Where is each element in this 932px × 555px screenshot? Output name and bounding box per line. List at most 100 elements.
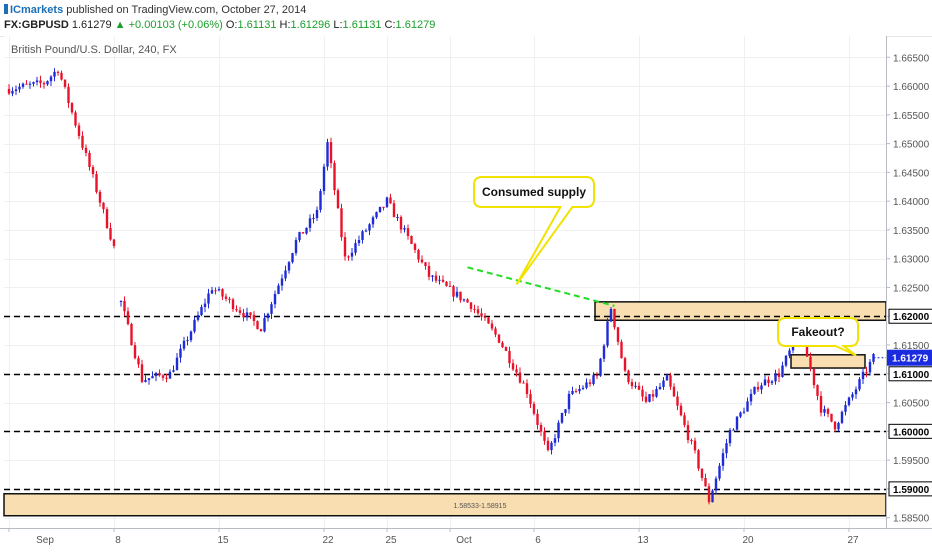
candle-body [476, 309, 480, 314]
candle-body [298, 232, 301, 241]
candle [364, 228, 368, 233]
candle-body [473, 308, 476, 310]
candle-body [497, 334, 501, 343]
candle-body [126, 311, 130, 324]
candle-body [861, 371, 865, 380]
candle [525, 379, 529, 398]
price-chart[interactable]: 1.58533-1.58915 Consumed supply Fakeout? Br… [0, 36, 932, 550]
candle-body [809, 356, 812, 370]
low-label: L: [333, 19, 343, 31]
broker-name[interactable]: ICmarkets [10, 4, 64, 16]
candle [189, 330, 193, 343]
candle-body [714, 478, 718, 491]
candle-body [333, 163, 336, 191]
candle [322, 163, 326, 195]
candle-body [739, 412, 742, 417]
candle [228, 296, 231, 304]
candle [648, 393, 651, 403]
candle [256, 320, 259, 330]
candle-body [294, 240, 298, 254]
candle-body [175, 357, 179, 371]
price-change: +0.00103 (+0.06%) [128, 19, 223, 31]
candle-body [431, 275, 434, 277]
candle-body [504, 347, 508, 351]
candle-body [410, 235, 413, 244]
candle [490, 320, 494, 331]
candle-body [553, 438, 557, 443]
candle-body [287, 262, 291, 271]
candle [53, 68, 56, 82]
candle [672, 383, 676, 397]
symbol-label[interactable]: FX:GBPUSD [4, 19, 69, 31]
candle-body [154, 372, 158, 377]
candle-body [221, 289, 224, 297]
candle [602, 343, 606, 363]
candle-body [7, 88, 11, 94]
high-value: 1.61296 [290, 19, 331, 31]
candle [760, 382, 763, 394]
candle [413, 242, 417, 253]
candle [812, 368, 816, 389]
candle-body [865, 371, 868, 373]
candle-body [77, 125, 81, 136]
candle [252, 311, 256, 326]
candle [686, 420, 690, 444]
candle-body [609, 309, 613, 322]
candle [95, 171, 98, 194]
candle-body [669, 375, 672, 387]
candle [781, 361, 784, 378]
candle [644, 391, 648, 404]
candle [200, 304, 203, 317]
candle-body [112, 239, 116, 246]
candle-body [490, 323, 494, 329]
candle-body [291, 253, 294, 263]
candle-body [501, 342, 504, 348]
candle-body [11, 91, 14, 94]
candle-body [123, 300, 126, 312]
candle-body [18, 86, 21, 90]
candle-body [686, 425, 690, 441]
quote-line: FX:GBPUSD 1.61279 ▲ +0.00103 (+0.06%) O:… [4, 19, 435, 31]
candle [543, 427, 546, 445]
candle-body [606, 321, 609, 346]
candle-body [42, 83, 46, 85]
candle-body [459, 291, 462, 301]
candle-body [364, 230, 368, 232]
open-label: O: [225, 19, 238, 31]
candle-body [347, 256, 350, 258]
candle [816, 384, 819, 401]
candle-body [60, 72, 63, 80]
candle-body [823, 409, 826, 413]
candle-body [375, 212, 378, 218]
candle-body [634, 385, 637, 387]
candle [770, 379, 774, 386]
candle-body [326, 142, 329, 167]
candle-body [697, 450, 700, 469]
candle [434, 271, 438, 283]
candle-body [721, 453, 725, 466]
candle-body [777, 373, 781, 377]
price-tick-label: 1.64500 [893, 168, 930, 179]
candle [557, 420, 560, 443]
candle [385, 196, 389, 208]
candle-body [182, 340, 186, 349]
chart-area[interactable]: 1.58533-1.58915 Consumed supply Fakeout? Br… [0, 36, 932, 550]
candle-body [746, 401, 749, 412]
candle-body [805, 339, 809, 357]
candle [452, 284, 455, 302]
candle [21, 82, 25, 89]
candle [312, 213, 315, 224]
candle-body [172, 370, 175, 372]
candle [399, 215, 403, 234]
callout-consumed-supply-bubble [473, 176, 595, 286]
candle [259, 328, 263, 332]
candle [105, 207, 109, 229]
candle [718, 463, 721, 481]
candle [417, 248, 420, 263]
candle [147, 378, 151, 385]
price-tick-label: 1.59500 [893, 456, 930, 467]
candle-body [196, 315, 200, 320]
candle-body [774, 373, 777, 382]
candle-body [350, 252, 354, 257]
candle-body [98, 191, 102, 203]
